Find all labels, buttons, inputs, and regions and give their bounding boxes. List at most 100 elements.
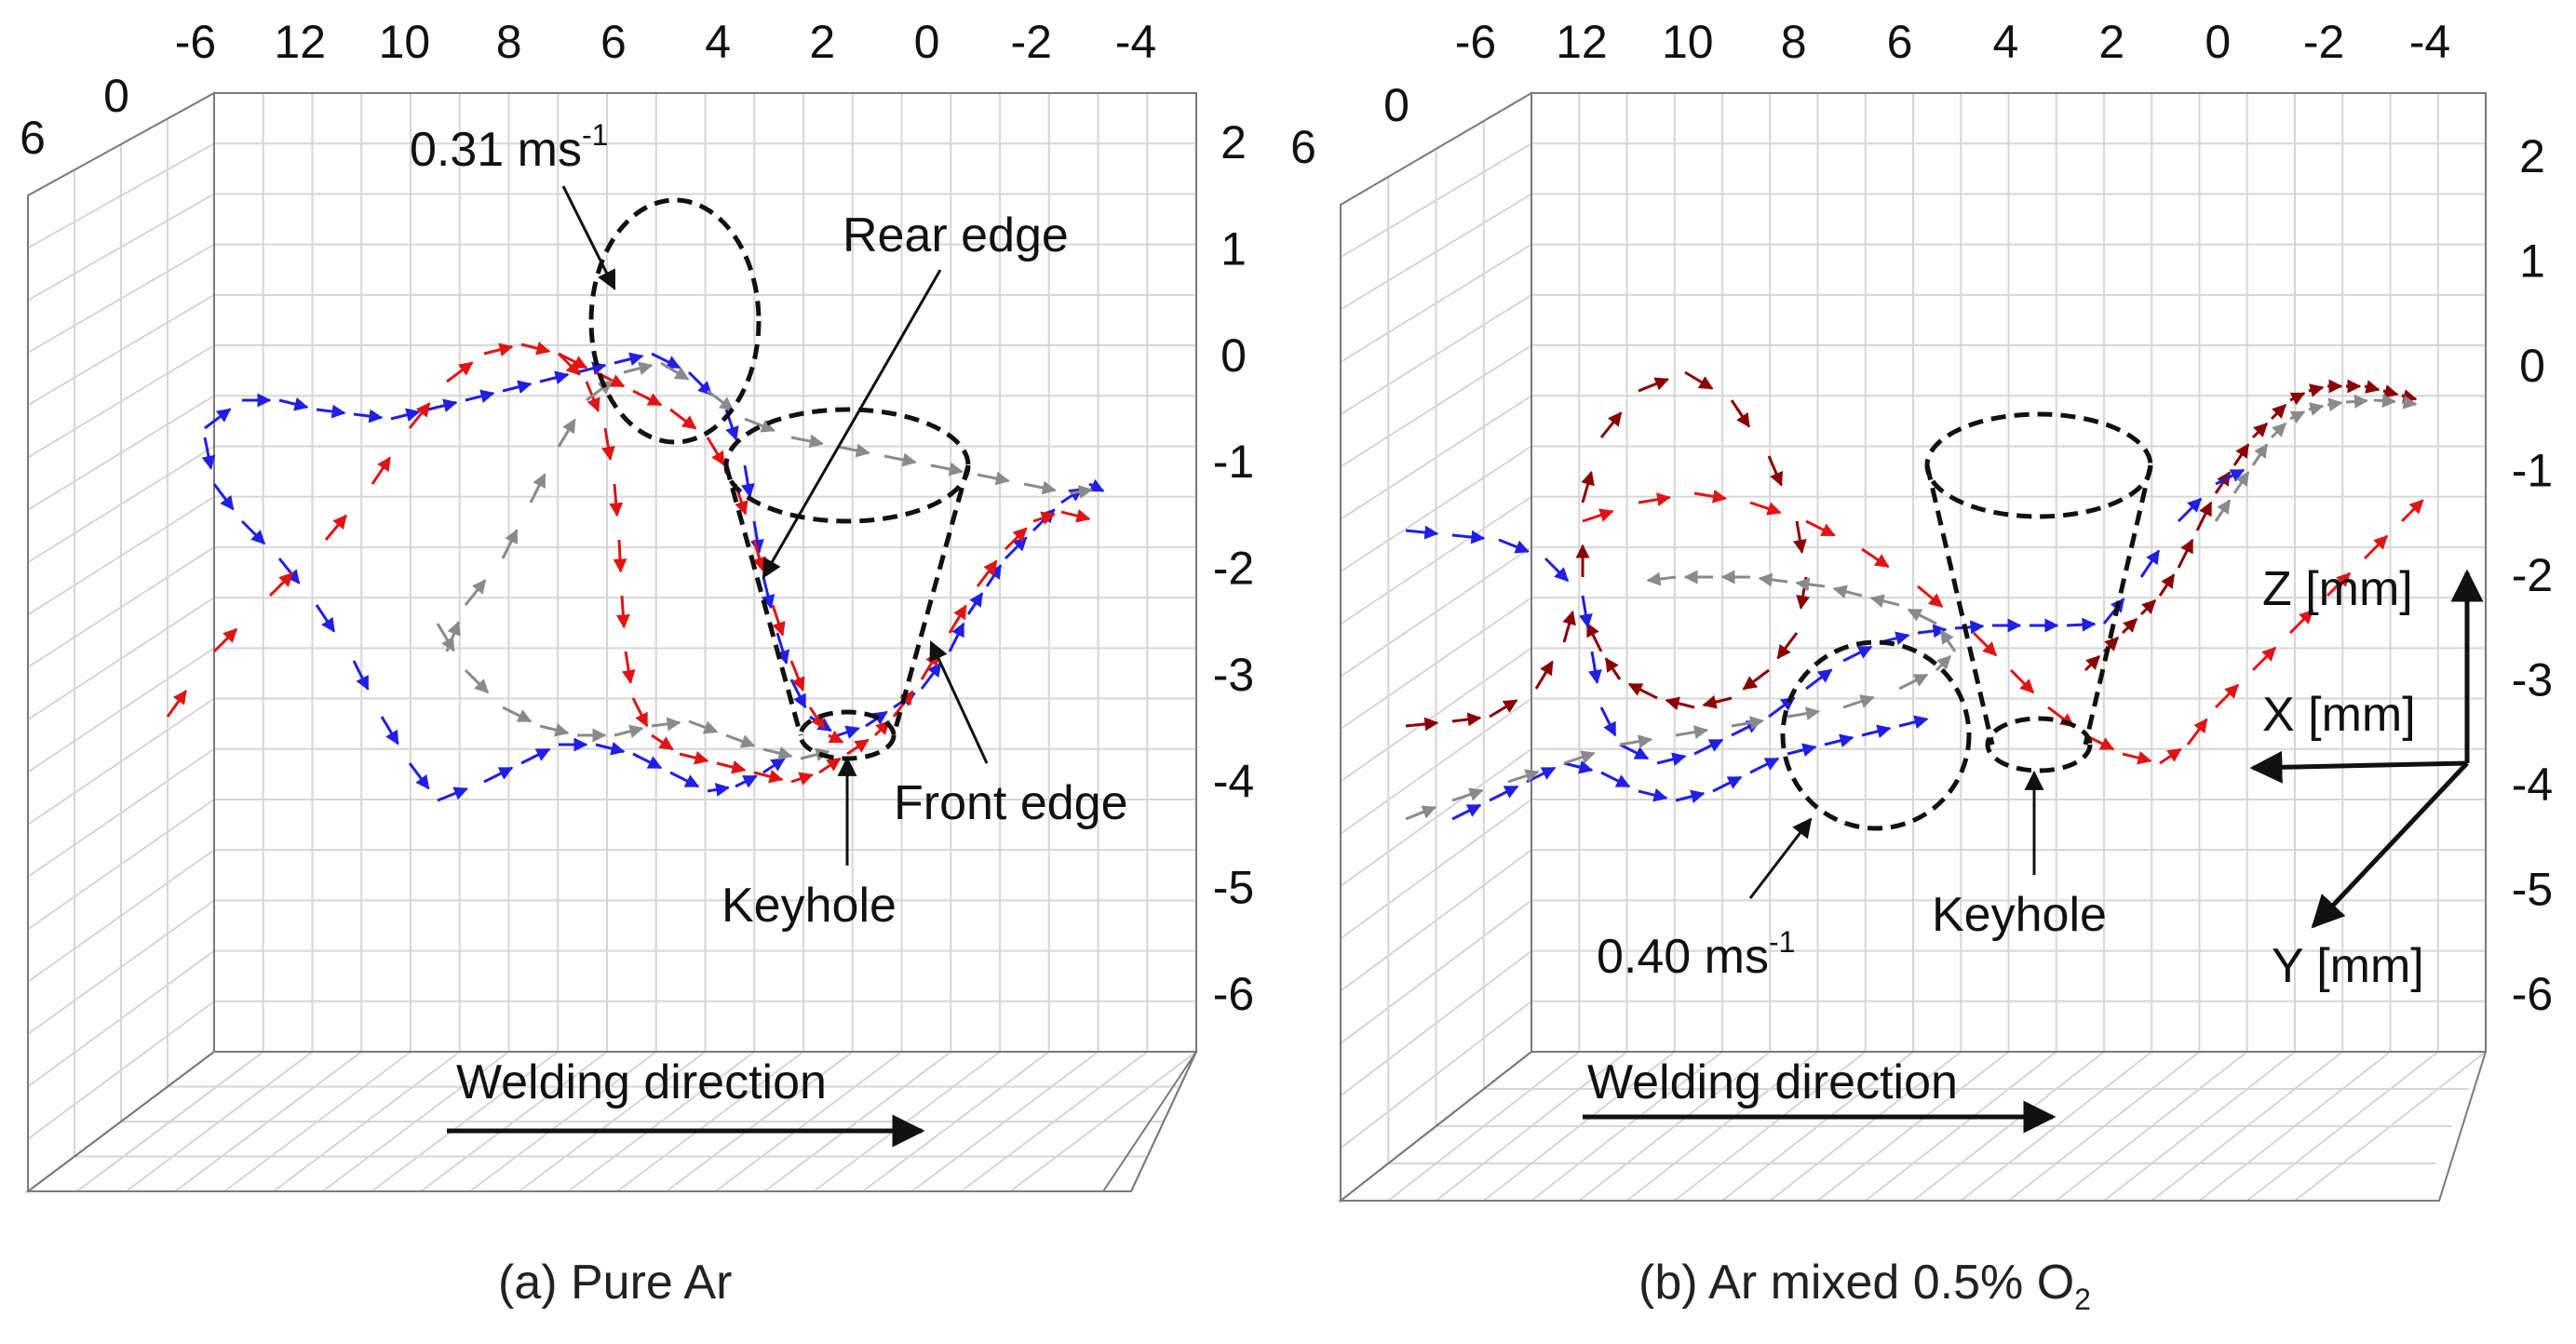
panel-b-gray-vector (1842, 694, 1875, 709)
panel-a-red-inner-vector (752, 539, 766, 572)
z-axis-label: Z [mm] (2262, 562, 2413, 616)
panel-a-frame (25, 91, 1198, 1193)
panel-a-blue-outer-vector (632, 752, 663, 770)
panel-b-darkred-vector (1684, 370, 1714, 390)
panel-a-red-vector (631, 697, 649, 728)
z-tick-label: -6 (2512, 968, 2553, 1020)
panel-a-annotations: 0.31 ms-1 Rear edge Front edge Keyhole W… (410, 118, 1128, 1310)
panel-b-darkred-vector (1451, 712, 1482, 727)
panel-b-darkred-vector (1742, 668, 1770, 691)
panel-b-gray-vector (1869, 594, 1900, 609)
panel-a-red-inner-vector (558, 352, 588, 370)
welding-direction-label-b: Welding direction (1587, 1055, 1958, 1109)
panel-a-gray-vector (930, 462, 964, 477)
panel-a-blue-vector (502, 380, 533, 395)
panel-a-red-vector (408, 402, 431, 429)
panel-a-blue-vector (465, 389, 495, 404)
z-tick-label: 1 (2519, 235, 2545, 288)
panel-b-darkred-ramp-vector (2084, 654, 2101, 672)
panel-a-blue-vector (278, 396, 309, 411)
z-tick-label: -1 (1213, 436, 1254, 488)
panel-a-red-vector (790, 772, 814, 786)
panel-b-darkred-vector (1638, 377, 1669, 393)
top-tick-label: -4 (1115, 16, 1156, 68)
z-tick-label: 2 (2519, 130, 2545, 182)
top-tick-label: 6 (1887, 16, 1913, 68)
keyhole-bottom-b (1985, 716, 2093, 773)
panel-a-blue-outer-vector (201, 437, 216, 470)
panel-a-gray-loop-vector (651, 717, 681, 732)
panel-b-red-vector (1749, 501, 1782, 516)
panel-a-red-vector (268, 571, 294, 598)
panel-a-red-vector (483, 343, 514, 357)
panel-b-red-vector (1582, 508, 1614, 523)
panel-b-series (1405, 370, 2424, 821)
panel-a-blue-outer-vector (212, 483, 235, 511)
z-tick-label: 0 (2519, 340, 2545, 392)
panel-b-red-vector (1861, 547, 1890, 569)
panel-b-gray-vector (1935, 654, 1952, 672)
panel-a-gray-vector (744, 417, 775, 433)
panel-a-gray-vector (557, 418, 576, 448)
panel-a-red-inner-vector (808, 706, 826, 730)
top-tick-label: -2 (2303, 16, 2344, 68)
panel-a-red-vector (520, 341, 551, 356)
panel-b-annotations: 0.40 ms-1 Keyhole Welding direction Z [m… (1583, 411, 2484, 1316)
panel-b-darkred-ramp-vector (2177, 538, 2194, 569)
panel-a-blue-outer-vector (352, 660, 370, 691)
panel-b-blue-vector (1656, 752, 1687, 767)
panel-b-gray-vector (1939, 629, 1957, 652)
panel-a-red-vector (621, 651, 636, 685)
panel-b-red-vector (1972, 631, 1998, 657)
panel-a-blue-vector (985, 564, 1003, 587)
panel-a-blue-vector (948, 622, 965, 652)
panel-a-red-vector (615, 595, 630, 629)
panel-b-blue-cluster-vector (1712, 775, 1743, 793)
panel-a-gray-vector (790, 434, 824, 449)
keyhole-label-b: Keyhole (1932, 888, 2107, 942)
panel-a-red-vector (846, 738, 870, 756)
panel-a-red-vector (557, 352, 581, 376)
panel-a-gray-loop-vector (762, 746, 793, 760)
panel-a-blue-vector (204, 408, 232, 430)
panel-b-blue-cluster-vector (1600, 771, 1631, 788)
panel-a-blue-vector (576, 361, 607, 376)
panel-a-red-inner-vector (771, 604, 786, 637)
panel-b-red-vector (1917, 585, 1944, 608)
panel-b-blue-cluster-vector (1451, 803, 1482, 821)
panel-b-blue-vector (2177, 497, 2203, 523)
panel-b-blue-cluster-vector (1638, 787, 1668, 802)
panel-b-red-vector (2400, 499, 2424, 523)
panel-a-blue-outer-vector (483, 766, 514, 784)
panel-b-darkred-vector (1767, 455, 1783, 487)
panel-b-gray-vector (1507, 769, 1540, 784)
panel-a-blue-vector (920, 662, 942, 690)
panel-a-blue-vector (837, 725, 860, 739)
panel-a-gray-vector (586, 380, 614, 402)
top-tick-label: 10 (1662, 16, 1714, 68)
caption-b: (b) Ar mixed 0.5% O2 (1639, 1256, 2091, 1316)
panel-a-blue-outer-vector (380, 716, 399, 746)
z-tick-label: -2 (2512, 549, 2553, 601)
panel-b-gray-ramp-vector (2289, 410, 2306, 424)
panel-a-red-vector (753, 769, 784, 784)
z-tick-label: -2 (1213, 543, 1254, 595)
panel-b-gray-ramp-vector (2345, 394, 2368, 409)
top-tick-label: 2 (809, 16, 835, 68)
panel-a-blue-vector (353, 409, 384, 423)
z-tick-label: -4 (1213, 755, 1254, 807)
panel-b-blue-cluster-vector (1749, 757, 1780, 774)
panel-b-darkred-ramp-vector (2270, 403, 2287, 421)
panel-a-gray-loop-vector (539, 722, 570, 737)
panel-a-red-inner-vector (632, 389, 663, 407)
panel-a-red-vector (609, 483, 624, 517)
panel-a-red-vector (166, 690, 187, 718)
panel-a-blue-outer-vector (408, 762, 430, 790)
depth-tick-label: 0 (103, 70, 129, 122)
panel-a-red-vector (716, 759, 747, 774)
panel-b-darkred-vector (1489, 699, 1518, 719)
panel-b-darkred-vector (1405, 717, 1439, 732)
z-tick-label: -5 (2512, 864, 2553, 916)
panel-a-red-vector (1004, 527, 1028, 551)
panel-b-red-vector (1693, 489, 1728, 504)
